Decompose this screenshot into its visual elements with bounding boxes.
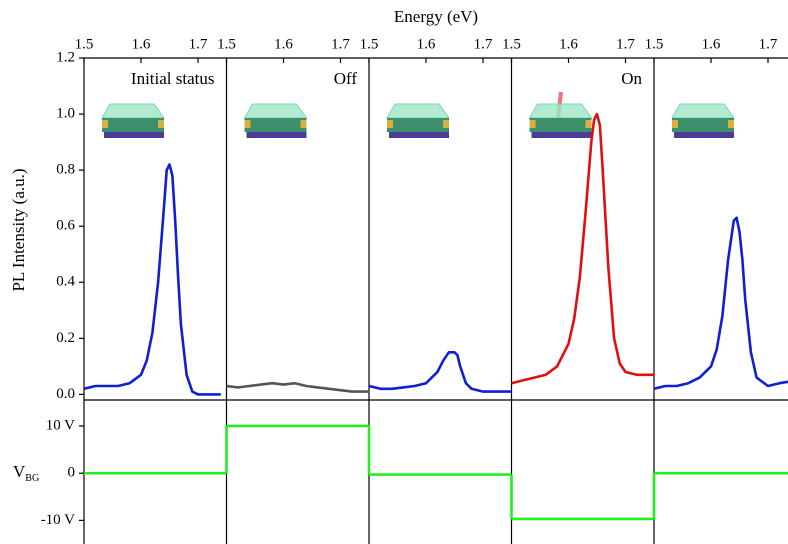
x-tick-label: 1.7 [331, 36, 350, 52]
device-icon-shell [528, 103, 593, 119]
device-icon-contact [102, 120, 108, 128]
y-axis-title: PL Intensity (a.u.) [9, 168, 28, 291]
device-icon-body [387, 118, 449, 132]
device-icon-contact [387, 120, 393, 128]
x-tick-label: 1.5 [217, 36, 236, 52]
x-tick-label: 1.7 [759, 36, 778, 52]
device-icon-base [246, 132, 307, 138]
x-tick-label: 1.5 [645, 36, 664, 52]
panel-label: Initial status [131, 69, 215, 88]
device-icon-body [244, 118, 307, 132]
y-tick-label: 0.4 [56, 274, 75, 290]
device-icon-base [674, 132, 734, 138]
gate-axis-title: VBG [13, 462, 39, 484]
pl-curve [653, 216, 788, 391]
device-icon-contact [728, 120, 734, 128]
pl-curve [368, 351, 512, 393]
device-icon-contact [300, 120, 307, 128]
device-icon-body [529, 118, 592, 132]
gate-tick-label: -10 V [41, 512, 75, 528]
y-tick-label: 0.8 [56, 162, 75, 178]
x-tick-label: 1.7 [474, 36, 493, 52]
x-tick-label: 1.6 [274, 36, 293, 52]
gate-axis-title-main: V [13, 462, 26, 481]
device-icon-contact [585, 120, 592, 128]
x-axis-title: Energy (eV) [394, 7, 478, 26]
device-icon-shell [671, 103, 735, 119]
device-icon-contact [244, 120, 251, 128]
pl-curve [83, 163, 221, 396]
device-icon-base [531, 132, 592, 138]
device-icon-shell [243, 103, 308, 119]
x-tick-label: 1.7 [189, 36, 208, 52]
x-tick-label: 1.5 [75, 36, 94, 52]
y-tick-label: 0.6 [56, 218, 75, 234]
device-icon-shell [386, 103, 450, 119]
gate-axis-title-sub: BG [25, 473, 39, 484]
gate-tick-label: 10 V [46, 417, 75, 433]
device-icon-contact [672, 120, 678, 128]
x-tick-label: 1.7 [616, 36, 635, 52]
device-icon-contact [443, 120, 449, 128]
device-icon-shell [101, 103, 165, 119]
panel-label: On [621, 69, 642, 88]
x-tick-label: 1.6 [702, 36, 721, 52]
pl-curve [511, 112, 654, 385]
y-tick-label: 1.0 [56, 106, 75, 122]
x-tick-label: 1.5 [502, 36, 521, 52]
device-icon-body [102, 118, 164, 132]
device-icon-contact [529, 120, 536, 128]
y-tick-label: 1.2 [56, 49, 75, 65]
device-icon-base [389, 132, 449, 138]
x-tick-label: 1.6 [559, 36, 578, 52]
panel-label: Off [334, 69, 358, 88]
x-tick-label: 1.5 [360, 36, 379, 52]
x-tick-label: 1.6 [417, 36, 436, 52]
x-tick-label: 1.6 [132, 36, 151, 52]
device-icon-base [104, 132, 164, 138]
pl-curve [226, 381, 369, 393]
gate-tick-label: 0 [68, 465, 76, 481]
device-icon-body [672, 118, 734, 132]
y-tick-label: 0.2 [56, 330, 75, 346]
device-icon-contact [158, 120, 164, 128]
y-tick-label: 0.0 [56, 386, 75, 402]
